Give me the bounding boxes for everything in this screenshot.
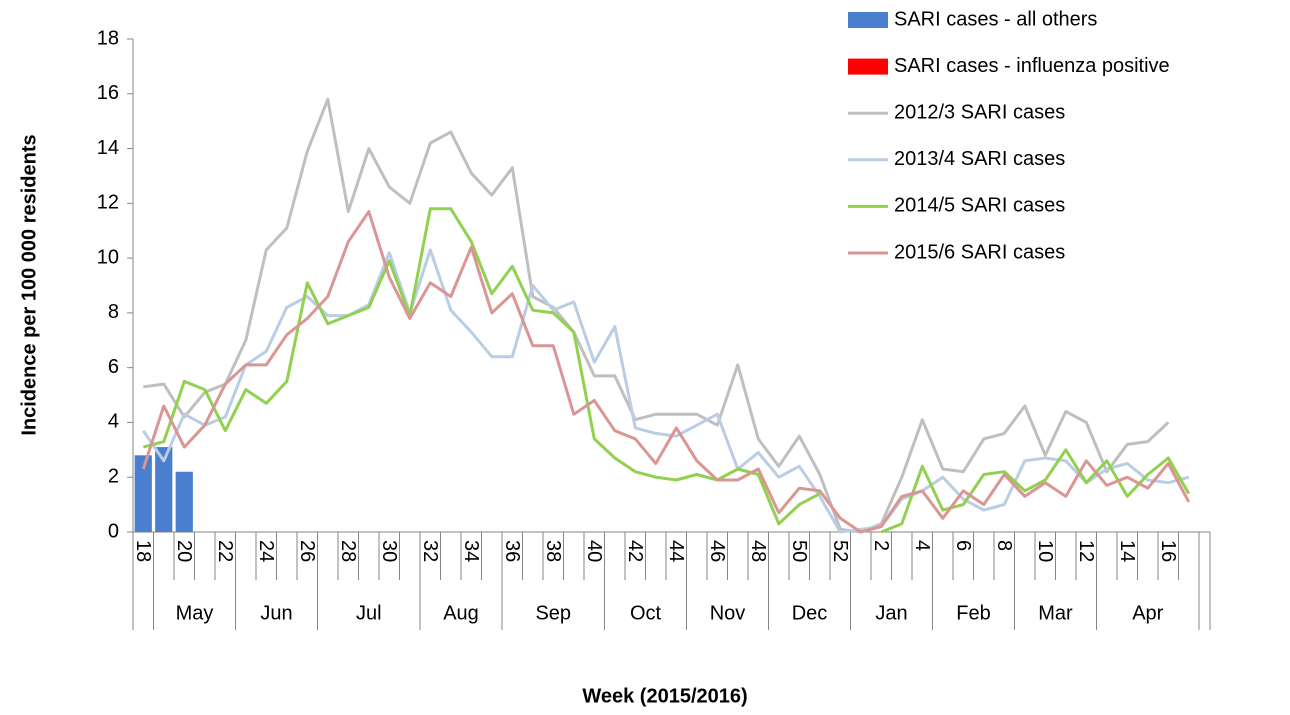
x-tick-label: 18 [132, 540, 154, 562]
month-label: Dec [792, 602, 828, 624]
legend-swatch [848, 58, 888, 75]
x-tick-label: 30 [378, 540, 400, 562]
x-tick-label: 20 [173, 540, 195, 562]
x-tick-label: 6 [952, 540, 974, 551]
legend-label: SARI cases - influenza positive [894, 55, 1170, 77]
month-label: Jul [356, 602, 382, 624]
x-tick-label: 34 [460, 540, 482, 562]
x-tick-label: 48 [747, 540, 769, 562]
month-label: May [176, 602, 214, 624]
series-line [143, 97, 1170, 534]
x-tick-label: 36 [501, 540, 523, 562]
x-tick-label: 16 [1157, 540, 1179, 562]
x-tick-label: 26 [296, 540, 318, 562]
series-line [142, 248, 1190, 534]
series-line [141, 210, 1191, 534]
legend-label: 2014/5 SARI cases [894, 195, 1065, 217]
month-label: Jun [260, 602, 292, 624]
month-label: Nov [710, 602, 746, 624]
y-tick-label: 2 [108, 466, 119, 488]
legend-label: 2013/4 SARI cases [894, 148, 1065, 170]
month-label: Jan [875, 602, 907, 624]
y-tick-label: 8 [108, 301, 119, 323]
bar [175, 471, 193, 532]
x-tick-label: 50 [788, 540, 810, 562]
series-line [142, 207, 1191, 534]
x-tick-label: 38 [542, 540, 564, 562]
x-tick-label: 42 [624, 540, 646, 562]
y-tick-label: 0 [108, 520, 119, 542]
y-tick-label: 6 [108, 356, 119, 378]
x-tick-label: 24 [255, 540, 277, 562]
x-tick-label: 10 [1034, 540, 1056, 562]
month-label: Oct [630, 602, 662, 624]
x-tick-label: 12 [1075, 540, 1097, 562]
x-tick-label: 28 [337, 540, 359, 562]
bar [134, 455, 152, 532]
month-label: Sep [535, 602, 571, 624]
month-label: Apr [1132, 602, 1163, 624]
month-label: Mar [1038, 602, 1073, 624]
x-tick-label: 8 [993, 540, 1015, 551]
y-tick-label: 4 [108, 411, 119, 433]
y-axis-label: Incidence per 100 000 residents [18, 134, 40, 435]
x-tick-label: 22 [214, 540, 236, 562]
y-tick-label: 12 [97, 192, 119, 214]
legend-label: 2012/3 SARI cases [894, 101, 1065, 123]
x-tick-label: 2 [870, 540, 892, 551]
x-tick-label: 52 [829, 540, 851, 562]
x-tick-label: 14 [1116, 540, 1138, 562]
legend-label: 2015/6 SARI cases [894, 241, 1065, 263]
month-label: Aug [443, 602, 479, 624]
month-label: Feb [956, 602, 990, 624]
x-tick-label: 46 [706, 540, 728, 562]
legend-label: SARI cases - all others [894, 8, 1097, 30]
y-tick-label: 14 [97, 137, 119, 159]
y-tick-label: 16 [97, 82, 119, 104]
x-tick-label: 44 [665, 540, 687, 562]
x-tick-label: 4 [911, 540, 933, 551]
x-axis-label: Week (2015/2016) [582, 685, 747, 707]
legend-swatch [848, 12, 888, 28]
bar [155, 447, 173, 532]
x-tick-label: 32 [419, 540, 441, 562]
x-tick-label: 40 [583, 540, 605, 562]
y-tick-label: 10 [97, 246, 119, 268]
y-tick-label: 18 [97, 27, 119, 49]
